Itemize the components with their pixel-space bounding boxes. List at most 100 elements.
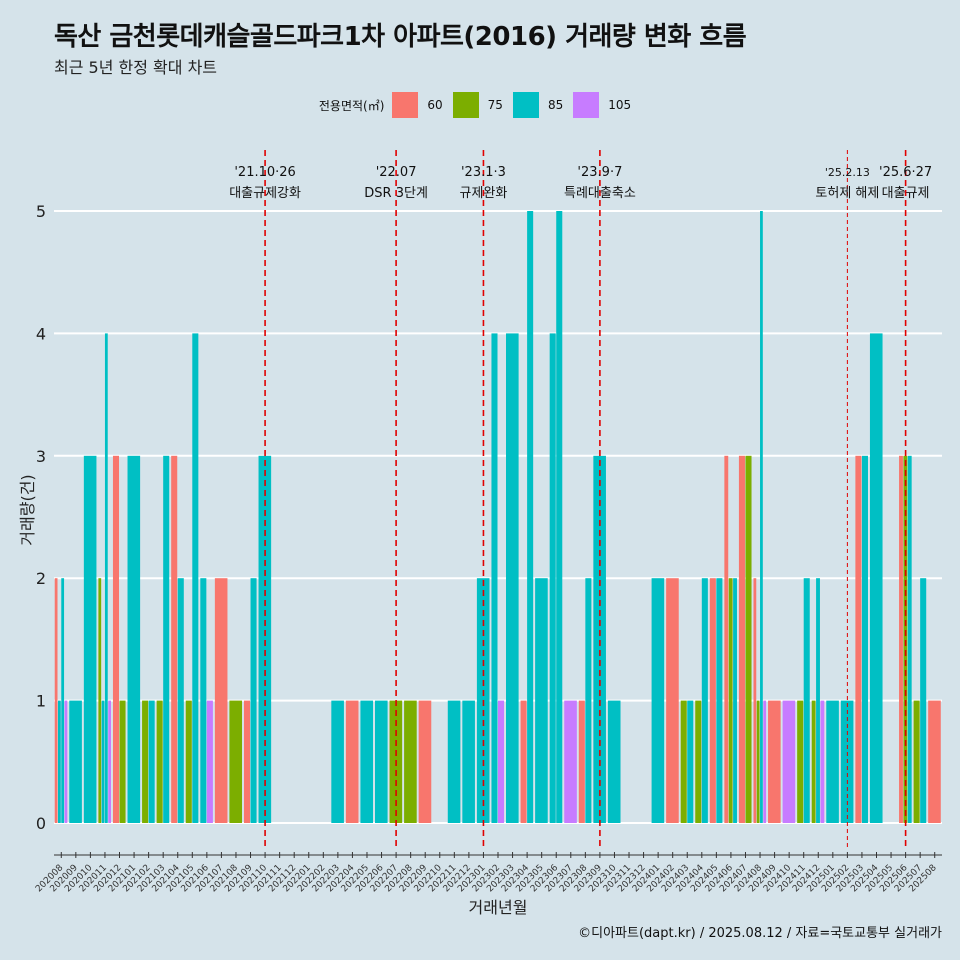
legend-swatch-105 (573, 92, 600, 118)
legend-label-75: 75 (487, 98, 503, 112)
legend-item-105: 105 (573, 92, 631, 118)
bar-202103-85 (163, 455, 170, 823)
bar-202406-85 (733, 578, 737, 823)
bar-202407-75 (745, 455, 752, 823)
bar-202305-85 (535, 578, 548, 823)
bar-202404-85 (701, 578, 708, 823)
bar-202008-105 (64, 700, 68, 823)
legend-label-60: 60 (427, 98, 443, 112)
bar-202205-85 (360, 700, 374, 823)
y-tick-label: 1 (36, 692, 46, 711)
bar-202103-75 (156, 700, 163, 823)
bar-202403-85 (687, 700, 694, 823)
bar-202302-85 (491, 333, 498, 823)
bar-202408-60 (753, 578, 757, 823)
bar-202302-105 (498, 700, 505, 823)
bar-202109-85 (250, 578, 257, 823)
legend-item-75: 75 (452, 92, 503, 118)
bar-202412-105 (820, 700, 825, 823)
y-tick-label: 4 (36, 324, 46, 343)
event-text-label: 특례대출축소 (564, 186, 636, 201)
legend-label-105: 105 (608, 98, 632, 112)
bar-202504-85 (869, 333, 883, 823)
bar-202102-85 (148, 700, 155, 823)
event-date-label: '23.9·7 (577, 165, 622, 180)
bar-202008-85 (61, 578, 65, 823)
event-text-label: 규제완화 (460, 186, 508, 201)
bar-202106-85 (200, 578, 207, 823)
bar-202406-60 (724, 455, 729, 823)
bar-202010-85 (83, 455, 97, 823)
bar-202011-85 (104, 333, 108, 823)
bar-202009-85 (69, 700, 82, 823)
bar-202108-75 (229, 700, 243, 823)
event-text-label: DSR 3단계 (364, 186, 428, 201)
bar-202507-85 (920, 578, 927, 823)
bar-202309-85 (593, 455, 606, 823)
bar-202209-60 (418, 700, 432, 823)
legend-swatch-75 (452, 92, 479, 118)
bar-202405-85 (716, 578, 723, 823)
bar-202503-85 (861, 455, 868, 823)
bar-202401-85 (651, 578, 665, 823)
bar-202402-60 (666, 578, 679, 823)
legend-item-85: 85 (512, 92, 563, 118)
bar-202308-85 (585, 578, 592, 823)
bar-202407-60 (738, 455, 745, 823)
y-tick-label: 5 (36, 202, 46, 221)
bar-202406-75 (728, 578, 733, 823)
bar-202011-105 (108, 700, 112, 823)
bar-202110-85 (258, 455, 272, 823)
bar-202306-85 (549, 333, 556, 823)
bar-202310-85 (607, 700, 621, 823)
bar-202204-60 (345, 700, 359, 823)
bar-202208-75 (404, 700, 417, 823)
bar-202412-85 (816, 578, 820, 823)
legend: 전용면적(㎡) 60 75 85 105 (0, 92, 960, 118)
bar-202411-75 (797, 700, 804, 823)
bar-202410-105 (782, 700, 796, 823)
bar-202405-60 (709, 578, 716, 823)
bar-202408-75 (756, 700, 760, 823)
bar-202508-60 (928, 700, 941, 823)
bar-202408-85 (760, 211, 763, 823)
bar-202011-85 (101, 700, 105, 823)
legend-swatch-85 (512, 92, 539, 118)
bar-202106-105 (206, 700, 213, 823)
bar-202303-85 (506, 333, 519, 823)
legend-title: 전용면적(㎡) (318, 98, 385, 113)
bar-202408-105 (763, 700, 767, 823)
bar-202008-60 (54, 578, 58, 823)
bar-202212-85 (462, 700, 475, 823)
bar-202308-60 (578, 700, 585, 823)
event-text-label: 대출규제강화 (229, 186, 301, 201)
bar-202503-60 (855, 455, 862, 823)
bar-202104-85 (177, 578, 184, 823)
bar-202403-75 (680, 700, 687, 823)
bar-202101-85 (127, 455, 141, 823)
bar-202102-75 (142, 700, 149, 823)
legend-swatch-60 (392, 92, 419, 118)
event-text-label: 대출규제 (882, 186, 930, 201)
bar-202206-85 (374, 700, 388, 823)
bar-202506-75 (903, 455, 908, 823)
event-date-label: '25.6·27 (879, 165, 932, 180)
bar-202105-75 (185, 700, 192, 823)
bar-202506-85 (907, 455, 912, 823)
event-date-label: '22.07 (376, 165, 417, 180)
bar-202203-85 (331, 700, 344, 823)
bar-202012-60 (112, 455, 120, 823)
y-axis-title: 거래량(건) (18, 474, 37, 545)
bar-202211-85 (447, 700, 461, 823)
event-date-label: '23.1·3 (461, 165, 506, 180)
bar-202506-60 (899, 455, 903, 823)
bar-202507-75 (913, 700, 920, 823)
bar-202304-85 (527, 211, 534, 823)
bar-202012-75 (119, 700, 126, 823)
chart-title: 독산 금천롯데캐슬골드파크1차 아파트(2016) 거래량 변화 흐름 (54, 22, 747, 52)
y-tick-label: 3 (36, 447, 46, 466)
chart-subtitle: 최근 5년 한정 확대 차트 (54, 58, 218, 77)
legend-item-60: 60 (392, 92, 443, 118)
bar-202105-85 (192, 333, 199, 823)
